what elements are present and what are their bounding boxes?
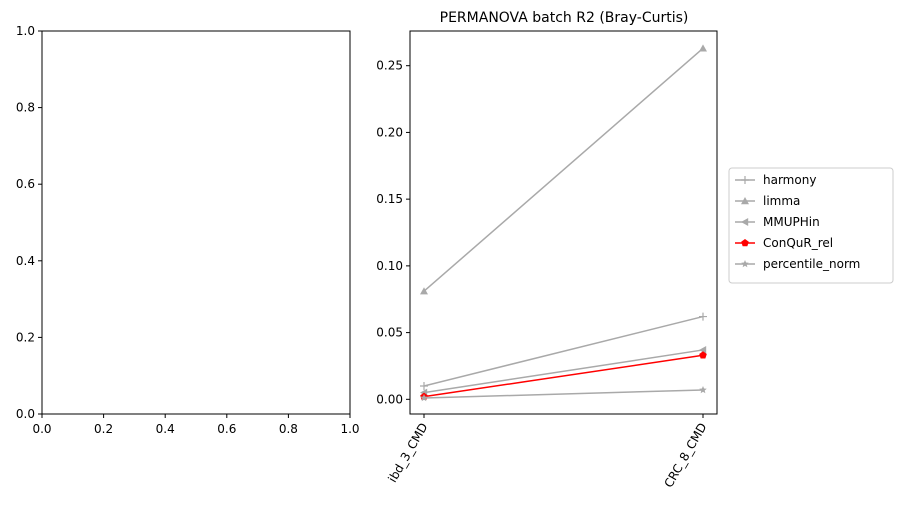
y-tick-label: 0.8 <box>16 101 35 115</box>
y-tick-label: 0.4 <box>16 254 35 268</box>
triangle-up-marker <box>420 287 428 295</box>
y-tick-label: 0.0 <box>16 407 35 421</box>
triangle-left-marker <box>699 345 707 354</box>
x-tick-label: 0.8 <box>279 422 298 436</box>
star-marker <box>741 260 749 268</box>
x-tick-label: 0.4 <box>156 422 175 436</box>
plus-marker <box>699 312 707 321</box>
pentagon-marker <box>741 239 749 247</box>
legend-label: MMUPHin <box>763 215 820 229</box>
legend-item: limma <box>735 194 800 208</box>
triangle-up-marker <box>741 197 749 205</box>
series-line <box>423 47 704 292</box>
series-line <box>423 354 704 398</box>
triangle-up-marker <box>699 44 707 52</box>
x-tick-label: 0.0 <box>32 422 51 436</box>
x-tick-label: 0.2 <box>94 422 113 436</box>
y-tick-label: 0.20 <box>376 125 403 139</box>
legend-label: percentile_norm <box>763 257 860 271</box>
legend-item: ConQuR_rel <box>735 236 833 250</box>
series-limma <box>420 44 707 295</box>
series-percentile-norm <box>420 385 707 402</box>
y-tick-label: 0.05 <box>376 326 403 340</box>
axes-frame <box>409 30 718 415</box>
legend-label: harmony <box>763 173 816 187</box>
y-tick-label: 0.6 <box>16 177 35 191</box>
plus-marker <box>420 381 428 390</box>
series-mmuphin <box>420 345 707 397</box>
y-tick-label: 0.2 <box>16 330 35 344</box>
legend-item: harmony <box>735 173 816 187</box>
pentagon-marker <box>699 351 707 359</box>
plus-marker <box>741 176 749 184</box>
series-line <box>423 315 704 387</box>
legend-item: MMUPHin <box>735 215 820 229</box>
series-line <box>423 389 704 399</box>
x-tick-label: 1.0 <box>340 422 359 436</box>
legend: harmony limma MMUPHin ConQuR_rel percentile_… <box>728 167 894 284</box>
legend-item: percentile_norm <box>735 257 860 271</box>
y-tick-label: 0.15 <box>376 192 403 206</box>
y-tick-label: 1.0 <box>16 24 35 38</box>
series-line <box>423 349 704 394</box>
y-tick-label: 0.00 <box>376 392 403 406</box>
legend-frame <box>728 167 894 284</box>
x-tick-label: 0.6 <box>217 422 236 436</box>
axes-frame <box>41 30 351 415</box>
x-tick-label: CRC_8_CMD <box>661 421 709 490</box>
empty-axes: 0.0 0.2 0.4 0.6 0.8 1.0 0.0 0.2 0.4 0.6 0.8 1.0 <box>16 24 360 436</box>
star-marker <box>699 385 707 394</box>
legend-label: limma <box>763 194 800 208</box>
triangle-left-marker <box>741 218 749 226</box>
star-marker <box>420 393 428 402</box>
legend-label: ConQuR_rel <box>763 236 833 250</box>
y-tick-label: 0.10 <box>376 259 403 273</box>
permanova-axes: PERMANOVA batch R2 (Bray-Curtis) 0.00 0.0… <box>376 10 718 490</box>
chart-title: PERMANOVA batch R2 (Bray-Curtis) <box>440 10 689 26</box>
x-tick-label: ibd_3_CMD <box>385 421 430 485</box>
y-tick-label: 0.25 <box>376 59 403 73</box>
series-harmony <box>420 312 707 390</box>
